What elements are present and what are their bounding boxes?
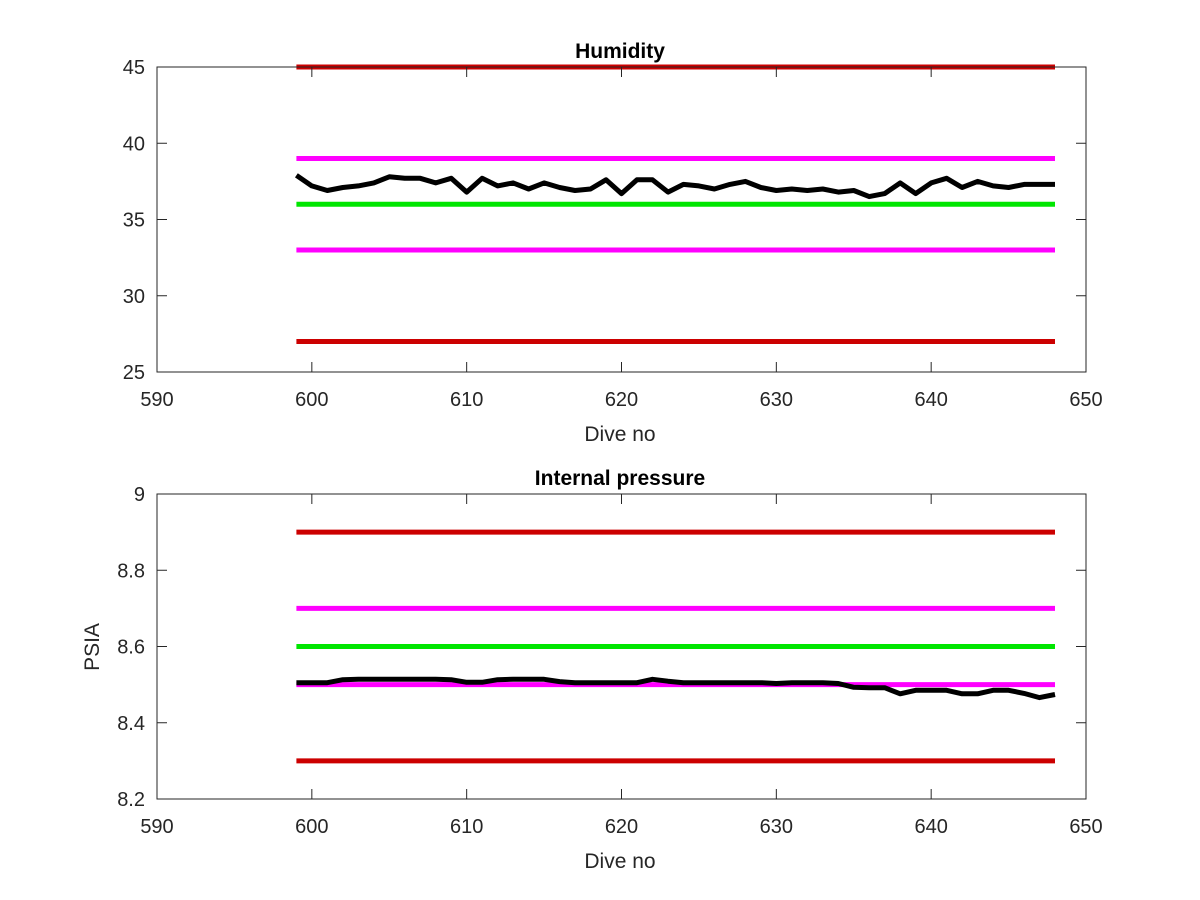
humidity-xlabel: Dive no (584, 423, 655, 446)
pressure-xtick-label: 640 (914, 816, 947, 838)
humidity-xtick-label: 590 (140, 389, 173, 411)
humidity-ytick-label: 40 (123, 133, 145, 155)
pressure-xtick-label: 630 (760, 816, 793, 838)
pressure-xtick-label: 590 (140, 816, 173, 838)
pressure-ytick-label: 8.8 (117, 560, 145, 582)
humidity-ytick-label: 35 (123, 210, 145, 232)
pressure-data-line (296, 676, 1056, 701)
pressure-ytick-label: 9 (134, 484, 145, 506)
humidity-xtick-label: 620 (605, 389, 638, 411)
pressure-title: Internal pressure (535, 467, 705, 490)
pressure-xtick-label: 600 (295, 816, 328, 838)
humidity-xtick-label: 610 (450, 389, 483, 411)
humidity-ytick-label: 30 (123, 286, 145, 308)
pressure-xlabel: Dive no (584, 850, 655, 873)
humidity-subplot: Humidity Dive no 590 600 610 620 630 640 650 25… (123, 40, 1103, 446)
pressure-ytick-label: 8.2 (117, 789, 145, 811)
pressure-ytick-label: 8.4 (117, 713, 145, 735)
humidity-ytick-label: 45 (123, 57, 145, 79)
pressure-subplot: Internal pressure Dive no PSIA 590 600 610… (81, 467, 1103, 873)
pressure-ytick-label: 8.6 (117, 637, 145, 659)
pressure-xtick-label: 610 (450, 816, 483, 838)
humidity-xtick-label: 600 (295, 389, 328, 411)
pressure-series-group (296, 529, 1056, 764)
humidity-ytick-label: 25 (123, 362, 145, 384)
humidity-xtick-label: 640 (914, 389, 947, 411)
humidity-data-line (294, 173, 1055, 200)
pressure-xtick-label: 620 (605, 816, 638, 838)
humidity-axes-box (156, 66, 1087, 373)
humidity-xtick-label: 630 (760, 389, 793, 411)
pressure-ylabel: PSIA (81, 623, 104, 671)
pressure-xtick-label: 650 (1069, 816, 1102, 838)
humidity-title: Humidity (575, 40, 665, 63)
humidity-xtick-label: 650 (1069, 389, 1102, 411)
humidity-series-group (294, 64, 1055, 344)
